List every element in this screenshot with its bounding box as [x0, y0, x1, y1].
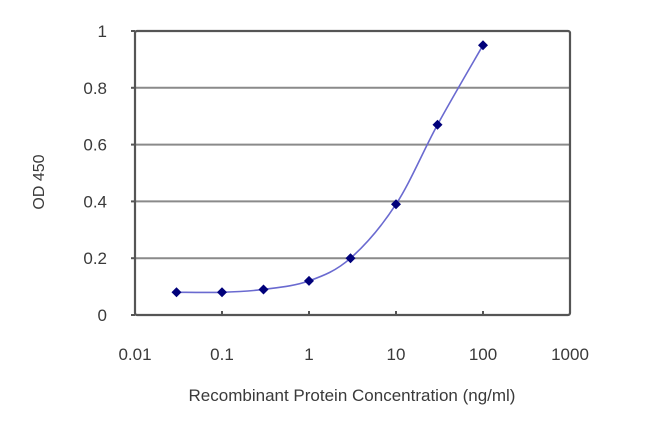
- data-markers: [171, 40, 488, 298]
- y-axis-label: OD 450: [31, 154, 48, 209]
- y-tick-label: 0.6: [83, 136, 107, 155]
- y-tick-label: 0.2: [83, 249, 107, 268]
- data-point-marker: [345, 253, 356, 264]
- data-point-marker: [432, 119, 443, 130]
- data-point-marker: [478, 40, 488, 51]
- y-tick-label: 0.8: [83, 79, 107, 98]
- x-tick-label: 10: [387, 345, 406, 364]
- x-axis-ticks: 0.01 0.1 1 10 100 1000: [118, 311, 589, 364]
- x-tick-label: 1000: [551, 345, 589, 364]
- y-tick-label: 0: [98, 306, 107, 325]
- x-axis-label: Recombinant Protein Concentration (ng/ml…: [189, 386, 516, 405]
- y-tick-label: 0.4: [83, 192, 107, 211]
- x-tick-label: 100: [469, 345, 497, 364]
- y-tick-label: 1: [98, 22, 107, 41]
- x-tick-label: 0.01: [118, 345, 151, 364]
- data-line: [176, 44, 484, 294]
- y-axis-ticks: 0 0.2 0.4 0.6 0.8 1: [83, 22, 135, 325]
- gridlines: [135, 86, 570, 260]
- data-point-marker: [171, 287, 182, 298]
- data-point-marker: [217, 287, 227, 298]
- data-point-marker: [258, 284, 269, 295]
- x-tick-label: 1: [304, 345, 313, 364]
- x-tick-label: 0.1: [210, 345, 234, 364]
- data-point-marker: [391, 199, 401, 210]
- plot-frame: [133, 29, 572, 317]
- axes: [133, 29, 572, 317]
- data-point-marker: [304, 275, 314, 286]
